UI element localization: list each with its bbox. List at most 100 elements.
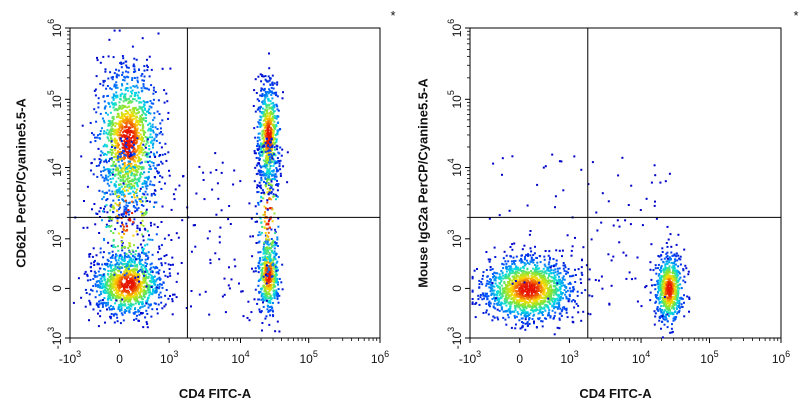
event-dot — [112, 115, 115, 118]
event-dot — [275, 198, 277, 201]
event-dot — [511, 292, 513, 295]
event-dot — [267, 174, 270, 177]
event-dot — [258, 310, 261, 313]
event-dot — [274, 277, 277, 280]
event-dot — [136, 280, 139, 283]
event-dot — [98, 189, 101, 192]
event-dot — [137, 144, 140, 147]
event-dot — [274, 241, 276, 244]
event-dot — [143, 285, 146, 288]
event-dot — [99, 160, 102, 163]
event-dot — [277, 269, 279, 272]
event-dot — [274, 258, 277, 261]
event-dot — [180, 262, 183, 264]
event-dot — [509, 265, 512, 268]
event-dot — [266, 284, 269, 287]
event-dot — [143, 294, 145, 297]
event-dot — [126, 168, 129, 170]
event-dot — [276, 122, 279, 124]
event-dot — [83, 200, 85, 202]
event-dot — [164, 303, 167, 306]
event-dot — [530, 274, 533, 277]
event-dot — [258, 159, 261, 162]
event-dot — [143, 69, 146, 72]
event-dot — [264, 275, 266, 278]
event-dot — [248, 202, 251, 205]
event-dot — [113, 183, 116, 186]
event-dot — [140, 116, 143, 119]
event-dot — [545, 272, 548, 275]
event-dot — [270, 186, 273, 189]
event-dot — [126, 306, 128, 309]
event-dot — [104, 174, 107, 177]
event-dot — [109, 288, 112, 291]
event-dot — [94, 136, 96, 139]
event-dot — [116, 128, 119, 131]
event-dot — [108, 293, 110, 296]
event-dot — [107, 241, 110, 244]
event-dot — [268, 52, 270, 55]
event-dot — [116, 320, 119, 323]
event-dot — [136, 76, 139, 79]
event-dot — [112, 199, 115, 202]
event-dot — [118, 128, 120, 131]
event-dot — [148, 88, 150, 91]
event-dot — [110, 172, 113, 174]
event-dot — [529, 289, 532, 292]
event-dot — [98, 210, 101, 213]
event-dot — [262, 141, 265, 143]
event-dot — [88, 253, 91, 256]
event-dot — [83, 272, 86, 275]
event-dot — [263, 251, 266, 254]
event-dot — [144, 244, 146, 247]
event-dot — [262, 248, 265, 251]
event-dot — [133, 85, 136, 88]
event-dot — [135, 178, 137, 181]
event-dot — [139, 129, 142, 132]
event-dot — [116, 122, 119, 125]
event-dot — [536, 303, 539, 306]
event-dot — [143, 273, 146, 276]
event-dot — [95, 75, 98, 78]
event-dot — [530, 250, 533, 253]
event-dot — [98, 232, 101, 234]
event-dot — [121, 259, 124, 262]
event-dot — [123, 257, 126, 260]
event-dot — [266, 112, 268, 115]
event-dot — [117, 190, 120, 193]
event-dot — [102, 55, 105, 58]
event-dot — [252, 235, 254, 238]
event-dot — [124, 113, 127, 115]
event-dot — [553, 305, 556, 308]
event-dot — [133, 268, 136, 271]
event-dot — [270, 198, 273, 201]
event-dot — [114, 184, 117, 187]
event-dot — [127, 192, 130, 195]
event-dot — [270, 111, 273, 114]
event-dot — [126, 135, 129, 138]
event-dot — [185, 307, 188, 309]
event-dot — [102, 95, 105, 98]
event-dot — [148, 164, 151, 166]
event-dot — [266, 161, 269, 164]
event-dot — [112, 274, 114, 277]
event-dot — [565, 270, 568, 273]
event-dot — [147, 171, 150, 173]
event-dot — [120, 167, 123, 170]
event-dot — [493, 246, 496, 249]
event-dot — [530, 293, 533, 296]
event-dot — [88, 299, 91, 302]
event-dot — [260, 176, 263, 179]
event-dot — [141, 110, 144, 113]
event-dot — [109, 105, 112, 108]
event-dot — [579, 278, 582, 281]
event-dot — [169, 274, 172, 277]
event-dot — [148, 234, 150, 237]
event-dot — [146, 297, 149, 300]
event-dot — [116, 134, 119, 137]
event-dot — [260, 311, 262, 314]
event-dot — [141, 192, 144, 195]
event-dot — [270, 269, 273, 272]
event-dot — [108, 170, 111, 173]
event-dot — [264, 117, 267, 120]
